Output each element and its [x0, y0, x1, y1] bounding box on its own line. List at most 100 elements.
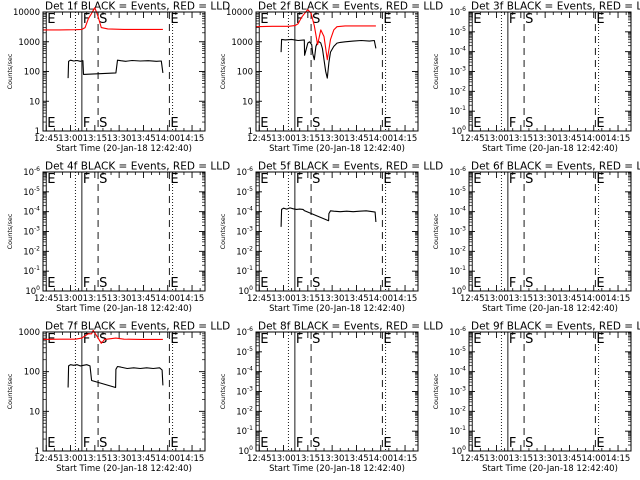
tick-base: 10 [449, 28, 460, 38]
plot-frame [255, 171, 419, 292]
x-tick-label: 12:45 [460, 294, 485, 304]
tick-base: 10 [236, 247, 247, 257]
marker-label: S [99, 332, 107, 347]
marker-label: F [296, 12, 303, 27]
y-tick-label: 100 [451, 125, 466, 137]
x-tick-label: 13:45 [557, 134, 582, 144]
x-tick-label: 13:15 [83, 454, 108, 464]
marker-label: S [99, 436, 107, 451]
tick-base: 10 [449, 388, 460, 398]
marker-label: F [296, 332, 303, 347]
tick-exponent: 0 [462, 445, 466, 452]
tick-exponent: -3 [247, 226, 253, 233]
tick-exponent: -6 [460, 6, 466, 13]
tick-exponent: -1 [460, 425, 466, 432]
y-tick-label: 10-5 [449, 186, 466, 198]
panel-title: Det 7f BLACK = Events, RED = LLD [45, 321, 230, 333]
tick-exponent: -2 [247, 245, 253, 252]
marker-label: E [383, 436, 391, 451]
y-tick-label: 10-4 [236, 206, 253, 218]
y-tick-label: 100 [451, 285, 466, 297]
marker-label: S [99, 172, 107, 187]
marker-label: E [260, 116, 268, 131]
series-line-events [280, 207, 377, 227]
marker-label: E [383, 172, 391, 187]
tick-base: 10 [23, 188, 34, 198]
tick-exponent: -3 [460, 66, 466, 73]
tick-exponent: -3 [247, 386, 253, 393]
y-tick-label: 10-1 [449, 265, 466, 277]
tick-exponent: -3 [460, 226, 466, 233]
marker-label: E [47, 116, 55, 131]
marker-label: E [170, 436, 178, 451]
marker-label: F [83, 332, 90, 347]
y-axis-label: Counts/sec [6, 373, 14, 409]
marker-label: S [312, 172, 320, 187]
marker-label: F [296, 436, 303, 451]
panel-det8f: Det 8f BLACK = Events, RED = LLDEEFFSSEE… [219, 321, 443, 475]
marker-label: S [99, 276, 107, 291]
marker-label: F [509, 12, 516, 27]
tick-base: 10 [236, 388, 247, 398]
x-tick-label: 14:00 [581, 454, 606, 464]
x-axis-label: Start Time (20-Jan-18 12:42:40) [269, 304, 405, 314]
tick-base: 10 [449, 208, 460, 218]
x-tick-label: 14:00 [368, 294, 393, 304]
x-tick-label: 14:15 [393, 454, 418, 464]
tick-exponent: -4 [460, 46, 466, 53]
y-tick-label: 10-4 [449, 206, 466, 218]
marker-label: F [296, 172, 303, 187]
tick-base: 10 [451, 127, 462, 137]
y-tick-label: 10-2 [449, 245, 466, 257]
tick-base: 10 [449, 48, 460, 58]
panel-det7f: Det 7f BLACK = Events, RED = LLDEEFFSSEE… [6, 321, 230, 475]
marker-label: S [99, 116, 107, 131]
x-axis-label: Start Time (20-Jan-18 12:42:40) [269, 464, 405, 474]
y-tick-label: 10-3 [449, 386, 466, 398]
x-tick-label: 12:45 [247, 134, 272, 144]
panel-title: Det 2f BLACK = Events, RED = LLD [258, 1, 443, 13]
y-tick-label: 10-1 [449, 425, 466, 437]
marker-label: E [260, 436, 268, 451]
marker-label: F [83, 116, 90, 131]
x-tick-label: 13:15 [83, 294, 108, 304]
marker-label: E [47, 276, 55, 291]
x-axis-label: Start Time (20-Jan-18 12:42:40) [56, 144, 192, 154]
marker-label: F [83, 436, 90, 451]
x-tick-label: 13:00 [271, 454, 296, 464]
marker-label: F [509, 332, 516, 347]
y-tick-label: 100 [238, 285, 253, 297]
tick-base: 10 [25, 287, 36, 297]
tick-base: 10 [449, 427, 460, 437]
tick-exponent: -3 [34, 226, 40, 233]
x-tick-label: 14:00 [368, 134, 393, 144]
x-tick-label: 13:15 [296, 454, 321, 464]
y-tick-label: 10-2 [236, 245, 253, 257]
panel-title: Det 8f BLACK = Events, RED = LLD [258, 321, 443, 333]
x-tick-label: 12:45 [34, 294, 59, 304]
panel-det1f: Det 1f BLACK = Events, RED = LLDEEFFSSEE… [6, 1, 230, 155]
x-tick-label: 13:30 [107, 294, 132, 304]
y-tick-label: 10 [29, 97, 40, 107]
x-tick-label: 14:15 [180, 294, 205, 304]
y-axis-label: Counts/sec [432, 213, 440, 249]
marker-label: S [312, 12, 320, 27]
tick-base: 10 [238, 447, 249, 457]
tick-exponent: -6 [34, 166, 40, 173]
panel-title: Det 3f BLACK = Events, RED = LLD [471, 1, 640, 13]
marker-label: E [473, 276, 481, 291]
y-tick-label: 10-2 [23, 245, 40, 257]
x-tick-label: 14:00 [155, 294, 180, 304]
y-tick-label: 10-6 [236, 326, 253, 338]
y-tick-label: 10-5 [236, 186, 253, 198]
marker-label: E [170, 332, 178, 347]
y-axis-label: Counts/sec [219, 213, 227, 249]
x-tick-label: 12:45 [460, 134, 485, 144]
plot-frame [42, 171, 206, 292]
marker-label: E [596, 12, 604, 27]
y-tick-label: 10-5 [449, 346, 466, 358]
x-tick-label: 13:30 [320, 454, 345, 464]
x-tick-label: 13:45 [131, 294, 156, 304]
marker-label: E [473, 116, 481, 131]
